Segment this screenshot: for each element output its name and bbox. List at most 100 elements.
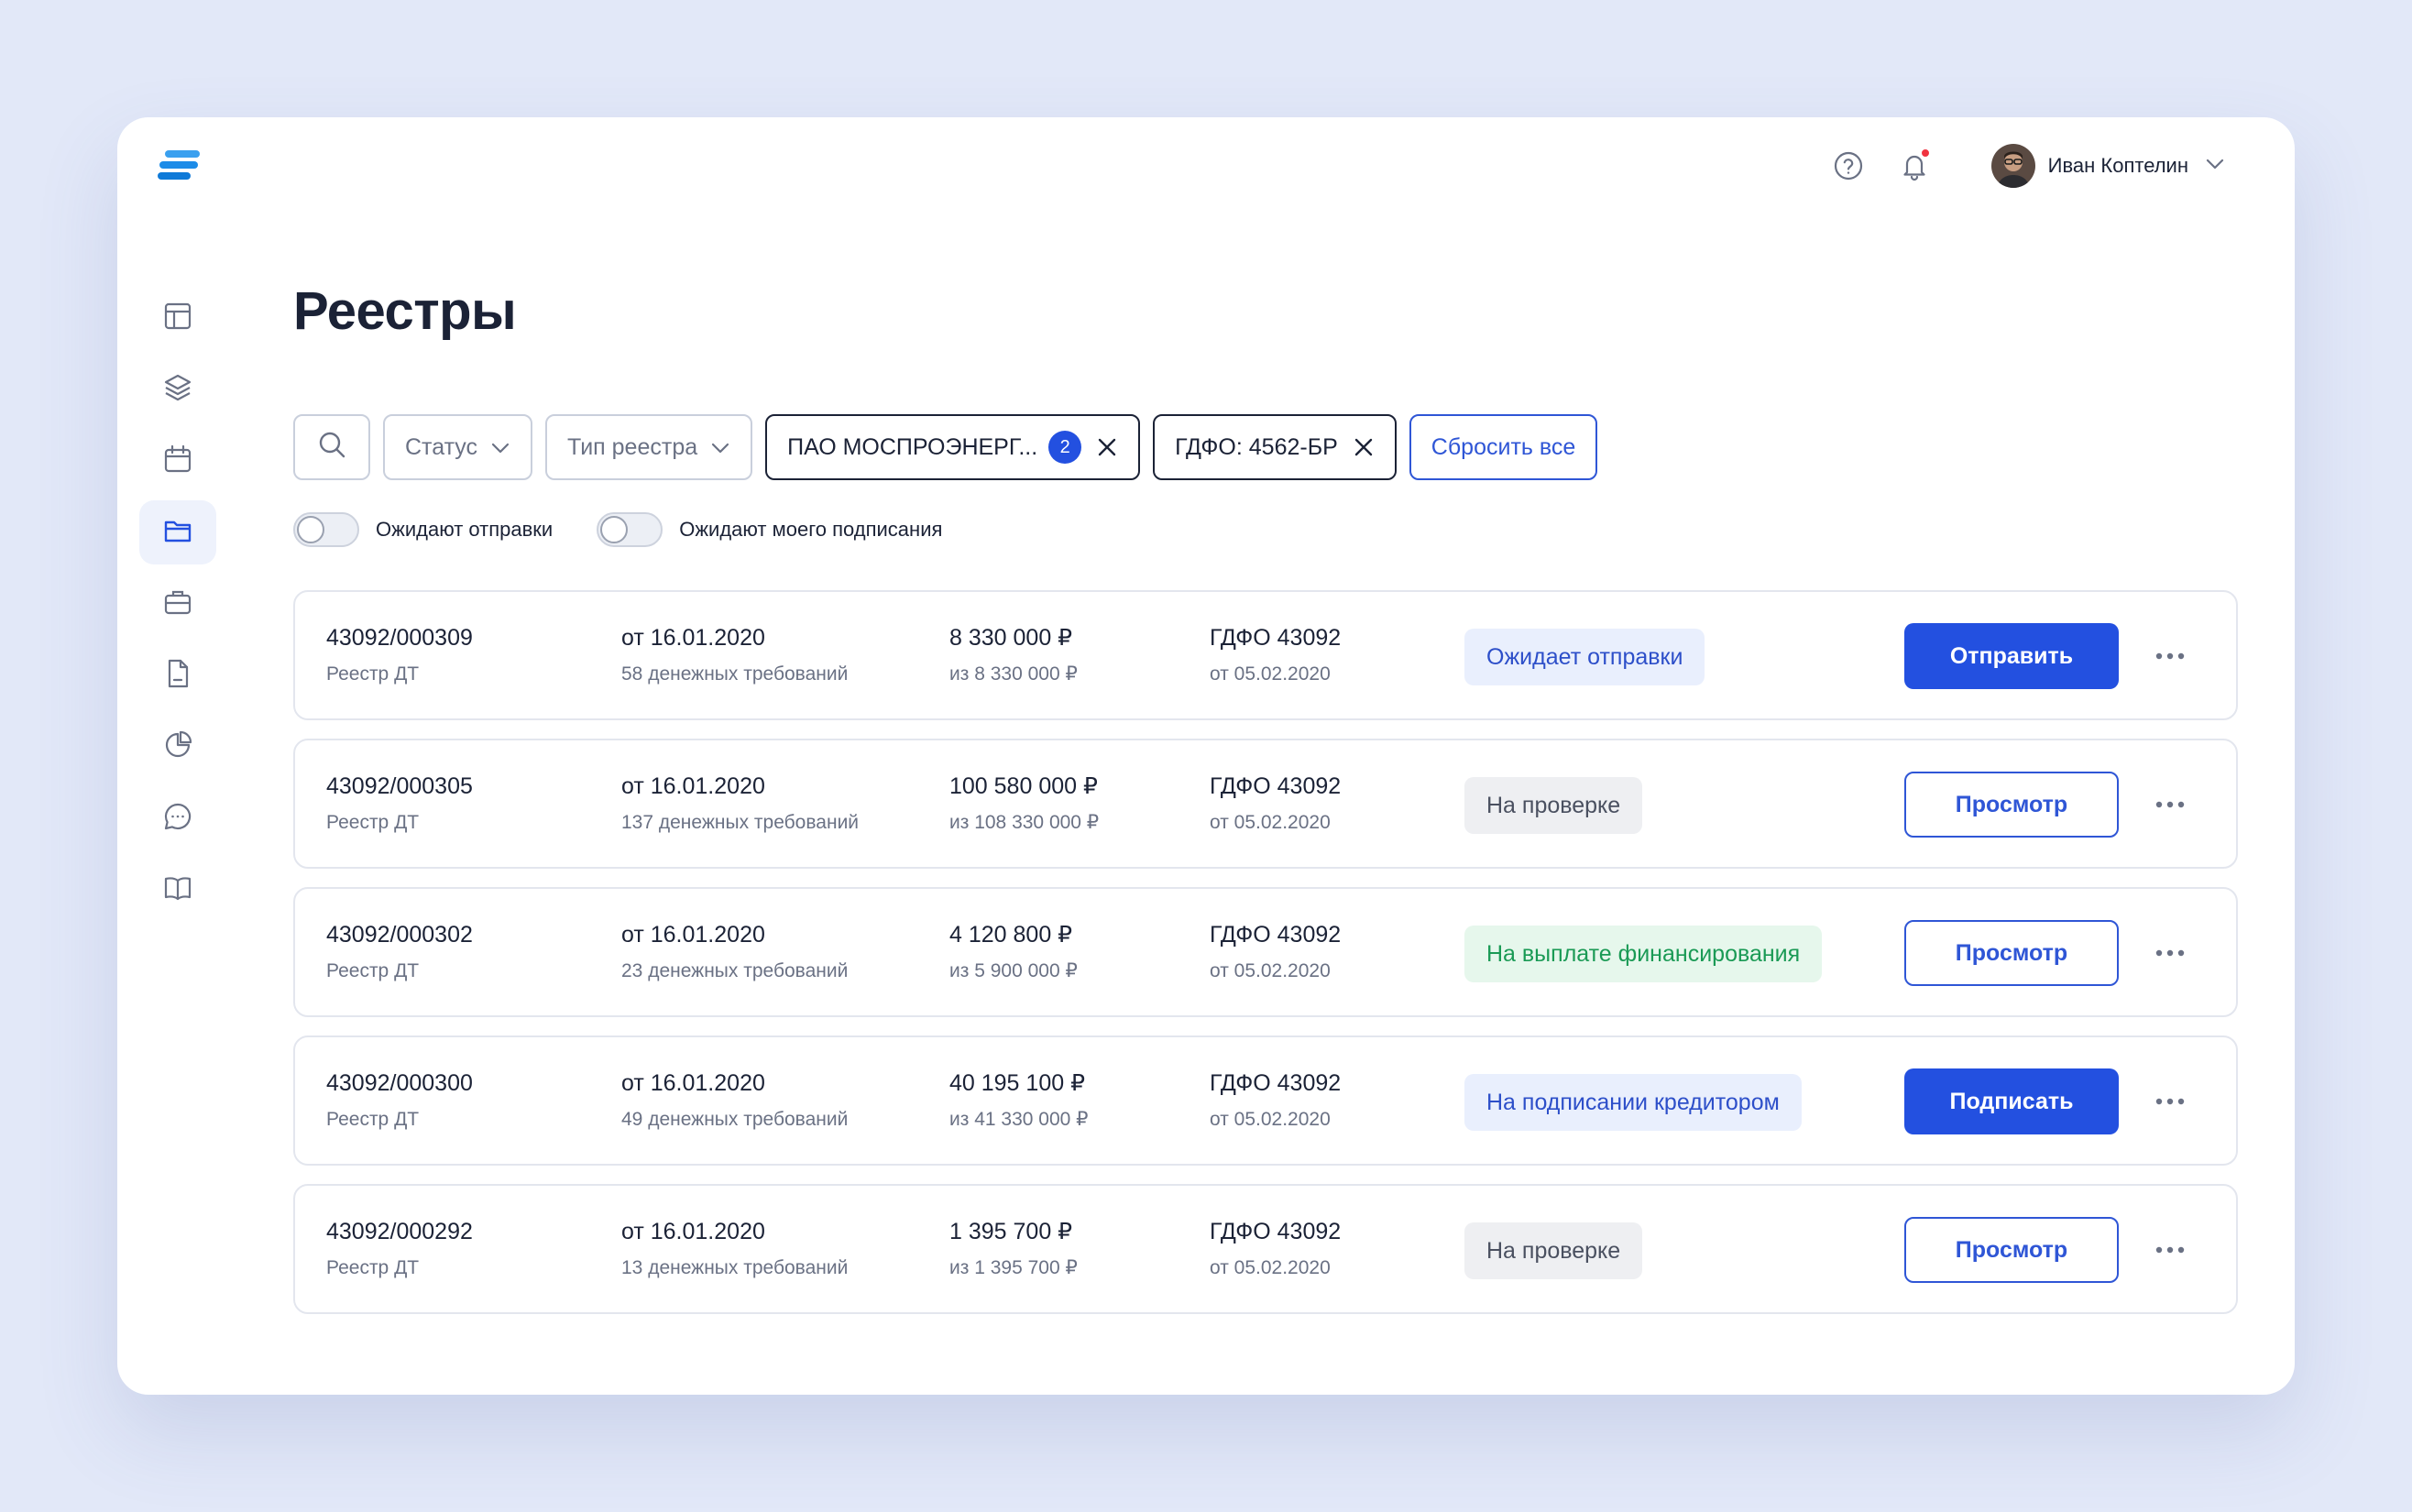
user-menu[interactable]: Иван Коптелин <box>1990 144 2225 188</box>
registry-sum: 8 330 000 ₽ <box>949 625 1073 651</box>
registry-type-filter[interactable]: Тип реестра <box>545 414 753 480</box>
chevron-down-icon[interactable] <box>2205 158 2225 175</box>
sidebar-item-briefcase[interactable] <box>139 572 216 636</box>
view-button[interactable]: Просмотр <box>1904 1217 2119 1283</box>
send-button[interactable]: Отправить <box>1904 623 2119 689</box>
awaiting-my-sign-toggle[interactable]: Ожидают моего подписания <box>597 512 942 547</box>
registry-sum-total: из 1 395 700 ₽ <box>949 1257 1078 1278</box>
registry-gdfo: ГДФО 43092 <box>1210 1219 1342 1244</box>
registry-gdfo-cell: ГДФО 43092 от 05.02.2020 <box>1210 920 1341 984</box>
registry-sum: 100 580 000 ₽ <box>949 773 1098 799</box>
book-icon <box>162 872 193 908</box>
registry-date: от 16.01.2020 <box>621 773 765 799</box>
more-horizontal-icon[interactable] <box>2148 1083 2192 1120</box>
search-button[interactable] <box>293 414 370 480</box>
registry-sum-cell: 8 330 000 ₽ из 8 330 000 ₽ <box>949 623 1078 687</box>
stack-logo-icon[interactable] <box>158 150 202 181</box>
more-horizontal-icon[interactable] <box>2148 638 2192 674</box>
help-circle-icon[interactable] <box>1826 144 1870 188</box>
calendar-icon <box>162 444 193 479</box>
topbar: Иван Коптелин <box>1826 143 2225 189</box>
registry-date: от 16.01.2020 <box>621 625 765 651</box>
registry-claims: 13 денежных требований <box>621 1257 849 1278</box>
more-horizontal-icon[interactable] <box>2148 1232 2192 1268</box>
sidebar-item-knowledge[interactable] <box>139 858 216 922</box>
registry-row[interactable]: 43092/000302 Реестр ДТ от 16.01.2020 23 … <box>293 887 2238 1017</box>
registry-number[interactable]: 43092/000302 <box>326 922 473 948</box>
registry-gdfo: ГДФО 43092 <box>1210 625 1342 651</box>
search-icon <box>316 429 347 466</box>
registry-gdfo-date: от 05.02.2020 <box>1210 1109 1331 1130</box>
registry-kind: Реестр ДТ <box>326 812 420 833</box>
registry-number[interactable]: 43092/000305 <box>326 773 473 799</box>
briefcase-icon <box>162 586 193 622</box>
more-horizontal-icon[interactable] <box>2148 786 2192 823</box>
registry-sum-total: из 108 330 000 ₽ <box>949 812 1100 833</box>
registry-number-cell: 43092/000309 Реестр ДТ <box>326 623 473 687</box>
toggle-label: Ожидают моего подписания <box>679 518 943 541</box>
close-icon[interactable] <box>1096 436 1118 458</box>
registry-claims: 137 денежных требований <box>621 812 860 833</box>
user-name: Иван Коптелин <box>2047 154 2188 177</box>
registry-claims: 49 денежных требований <box>621 1109 849 1130</box>
sidebar-item-chat[interactable] <box>139 786 216 850</box>
bell-icon[interactable] <box>1892 144 1936 188</box>
status-badge: На выплате финансирования <box>1464 926 1823 982</box>
sidebar-item-analytics[interactable] <box>139 715 216 779</box>
registry-row[interactable]: 43092/000292 Реестр ДТ от 16.01.2020 13 … <box>293 1184 2238 1314</box>
reset-filters-button[interactable]: Сбросить все <box>1409 414 1598 480</box>
close-icon[interactable] <box>1353 436 1375 458</box>
document-icon <box>162 658 193 694</box>
status-badge: На проверке <box>1464 1222 1643 1279</box>
registry-sum: 4 120 800 ₽ <box>949 922 1073 948</box>
registry-number[interactable]: 43092/000292 <box>326 1219 473 1244</box>
registry-number-cell: 43092/000300 Реестр ДТ <box>326 1068 473 1133</box>
filter-bar: Статус Тип реестра ПАО МОСПРОЭНЕРГ... 2 … <box>293 414 1610 480</box>
awaiting-send-toggle[interactable]: Ожидают отправки <box>293 512 553 547</box>
sidebar-item-layout[interactable] <box>139 286 216 350</box>
toggle-knob <box>297 516 324 543</box>
registry-gdfo-cell: ГДФО 43092 от 05.02.2020 <box>1210 772 1341 836</box>
count-badge: 2 <box>1048 431 1082 464</box>
registry-claims: 58 денежных требований <box>621 663 849 685</box>
gdfo-filter-chip[interactable]: ГДФО: 4562-БР <box>1153 414 1397 480</box>
registry-row[interactable]: 43092/000309 Реестр ДТ от 16.01.2020 58 … <box>293 590 2238 720</box>
sign-button[interactable]: Подписать <box>1904 1068 2119 1134</box>
chat-icon <box>162 801 193 837</box>
registry-sum-total: из 5 900 000 ₽ <box>949 960 1078 981</box>
sidebar-item-registries[interactable] <box>139 500 216 564</box>
sidebar-item-calendar[interactable] <box>139 429 216 493</box>
registry-date-cell: от 16.01.2020 58 денежных требований <box>621 623 848 687</box>
chevron-down-icon <box>490 434 510 461</box>
registry-gdfo: ГДФО 43092 <box>1210 773 1342 799</box>
registry-sum-cell: 4 120 800 ₽ из 5 900 000 ₽ <box>949 920 1078 984</box>
sidebar-item-layers[interactable] <box>139 357 216 422</box>
toggle-knob <box>600 516 629 543</box>
toggle-switch[interactable] <box>293 512 359 547</box>
view-button[interactable]: Просмотр <box>1904 920 2119 986</box>
toggle-switch[interactable] <box>597 512 663 547</box>
quick-toggles: Ожидают отправки Ожидают моего подписани… <box>293 511 986 548</box>
registry-number-cell: 43092/000305 Реестр ДТ <box>326 772 473 836</box>
registry-kind: Реестр ДТ <box>326 663 420 685</box>
view-button[interactable]: Просмотр <box>1904 772 2119 838</box>
folder-icon <box>162 515 193 551</box>
registry-date-cell: от 16.01.2020 13 денежных требований <box>621 1217 848 1281</box>
registry-date-cell: от 16.01.2020 137 денежных требований <box>621 772 859 836</box>
registry-gdfo: ГДФО 43092 <box>1210 1070 1342 1096</box>
registry-row[interactable]: 43092/000305 Реестр ДТ от 16.01.2020 137… <box>293 739 2238 869</box>
registry-number[interactable]: 43092/000300 <box>326 1070 473 1096</box>
company-filter-chip[interactable]: ПАО МОСПРОЭНЕРГ... 2 <box>765 414 1141 480</box>
pie-chart-icon <box>162 729 193 765</box>
more-horizontal-icon[interactable] <box>2148 935 2192 971</box>
sidebar-item-documents[interactable] <box>139 643 216 707</box>
registry-sum-cell: 1 395 700 ₽ из 1 395 700 ₽ <box>949 1217 1078 1281</box>
registry-sum-total: из 41 330 000 ₽ <box>949 1109 1089 1130</box>
registry-row[interactable]: 43092/000300 Реестр ДТ от 16.01.2020 49 … <box>293 1035 2238 1166</box>
status-filter[interactable]: Статус <box>383 414 533 480</box>
registry-sum-cell: 40 195 100 ₽ из 41 330 000 ₽ <box>949 1068 1089 1133</box>
registry-number[interactable]: 43092/000309 <box>326 625 473 651</box>
app-window: Иван Коптелин <box>117 117 2295 1395</box>
registry-gdfo: ГДФО 43092 <box>1210 922 1342 948</box>
registry-gdfo-cell: ГДФО 43092 от 05.02.2020 <box>1210 1217 1341 1281</box>
